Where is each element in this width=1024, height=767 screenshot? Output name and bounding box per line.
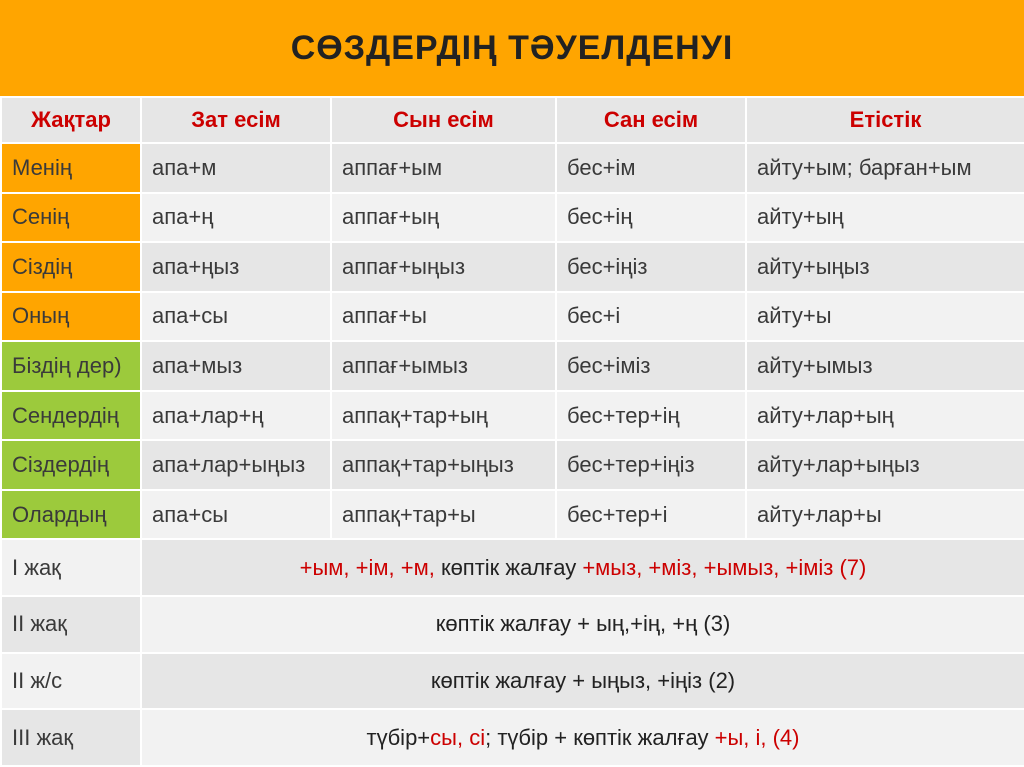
cell: аппағ+ың [331, 193, 556, 243]
cell: бес+іміз [556, 341, 746, 391]
cell: айту+ым; барған+ым [746, 143, 1024, 193]
summary-segment: +ым, +ім, +м, [300, 555, 441, 580]
summary-segment: сы, сі [430, 725, 485, 750]
cell: бес+ім [556, 143, 746, 193]
cell: аппақ+тар+ыңыз [331, 440, 556, 490]
col-header: Жақтар [1, 97, 141, 143]
cell: аппағ+ы [331, 292, 556, 342]
table-row: Біздің дер)апа+мызаппағ+ымызбес+імізайту… [1, 341, 1024, 391]
summary-content: +ым, +ім, +м, көптік жалғау +мыз, +міз, … [141, 539, 1024, 596]
summary-content: түбір+сы, сі; түбір + көптік жалғау +ы, … [141, 709, 1024, 766]
summary-segment: көптік жалғау + ыңыз, +іңіз (2) [431, 668, 735, 693]
summary-row: ІІІ жақтүбір+сы, сі; түбір + көптік жалғ… [1, 709, 1024, 766]
row-label: Сенің [1, 193, 141, 243]
summary-label: ІІ жақ [1, 596, 141, 653]
summary-row: ІІ ж/с көптік жалғау + ыңыз, +іңіз (2) [1, 653, 1024, 710]
table-row: Оныңапа+сыаппағ+ыбес+іайту+ы [1, 292, 1024, 342]
summary-content: көптік жалғау + ың,+ің, +ң (3) [141, 596, 1024, 653]
summary-label: ІІ ж/с [1, 653, 141, 710]
col-header: Сын есім [331, 97, 556, 143]
cell: айту+ымыз [746, 341, 1024, 391]
table-row: Сіздіңапа+ңызаппағ+ыңызбес+іңізайту+ыңыз [1, 242, 1024, 292]
table-row: Сендердіңапа+лар+ңаппақ+тар+ыңбес+тер+ің… [1, 391, 1024, 441]
cell: апа+лар+ыңыз [141, 440, 331, 490]
row-label: Олардың [1, 490, 141, 540]
summary-label: ІІІ жақ [1, 709, 141, 766]
cell: аппақ+тар+ы [331, 490, 556, 540]
cell: бес+іңіз [556, 242, 746, 292]
row-label: Менің [1, 143, 141, 193]
summary-label: І жақ [1, 539, 141, 596]
summary-segment: +ы, і, (4) [715, 725, 800, 750]
row-label: Біздің дер) [1, 341, 141, 391]
cell: аппағ+ым [331, 143, 556, 193]
page-title: СӨЗДЕРДІҢ ТӘУЕЛДЕНУІ [0, 0, 1024, 96]
possessive-table: Жақтар Зат есім Сын есім Сан есім Етісті… [0, 96, 1024, 767]
cell: бес+тер+іңіз [556, 440, 746, 490]
summary-segment: көптік жалғау + ың,+ің, +ң (3) [436, 611, 731, 636]
cell: апа+ң [141, 193, 331, 243]
summary-content: көптік жалғау + ыңыз, +іңіз (2) [141, 653, 1024, 710]
cell: аппағ+ыңыз [331, 242, 556, 292]
header-row: Жақтар Зат есім Сын есім Сан есім Етісті… [1, 97, 1024, 143]
cell: бес+і [556, 292, 746, 342]
summary-row: ІІ жақ көптік жалғау + ың,+ің, +ң (3) [1, 596, 1024, 653]
cell: апа+лар+ң [141, 391, 331, 441]
summary-segment: түбір+ [367, 725, 431, 750]
table-row: Сеніңапа+ңаппағ+ыңбес+іңайту+ың [1, 193, 1024, 243]
cell: апа+ңыз [141, 242, 331, 292]
table-row: Сіздердіңапа+лар+ыңызаппақ+тар+ыңызбес+т… [1, 440, 1024, 490]
cell: аппақ+тар+ың [331, 391, 556, 441]
summary-segment: көптік жалғау [441, 555, 582, 580]
row-label: Сіздің [1, 242, 141, 292]
cell: айту+ыңыз [746, 242, 1024, 292]
cell: айту+ы [746, 292, 1024, 342]
cell: айту+лар+ың [746, 391, 1024, 441]
cell: апа+сы [141, 292, 331, 342]
cell: апа+мыз [141, 341, 331, 391]
summary-segment: ; түбір + көптік жалғау [485, 725, 715, 750]
cell: бес+тер+і [556, 490, 746, 540]
cell: апа+м [141, 143, 331, 193]
summary-row: І жақ+ым, +ім, +м, көптік жалғау +мыз, +… [1, 539, 1024, 596]
cell: аппағ+ымыз [331, 341, 556, 391]
cell: бес+тер+ің [556, 391, 746, 441]
row-label: Оның [1, 292, 141, 342]
cell: айту+лар+ы [746, 490, 1024, 540]
table-row: Олардыңапа+сыаппақ+тар+ыбес+тер+іайту+ла… [1, 490, 1024, 540]
cell: айту+ың [746, 193, 1024, 243]
col-header: Зат есім [141, 97, 331, 143]
row-label: Сіздердің [1, 440, 141, 490]
cell: апа+сы [141, 490, 331, 540]
table-row: Меніңапа+маппағ+ымбес+імайту+ым; барған+… [1, 143, 1024, 193]
summary-segment: +мыз, +міз, +ымыз, +іміз (7) [582, 555, 866, 580]
col-header: Сан есім [556, 97, 746, 143]
row-label: Сендердің [1, 391, 141, 441]
cell: айту+лар+ыңыз [746, 440, 1024, 490]
col-header: Етістік [746, 97, 1024, 143]
cell: бес+ің [556, 193, 746, 243]
